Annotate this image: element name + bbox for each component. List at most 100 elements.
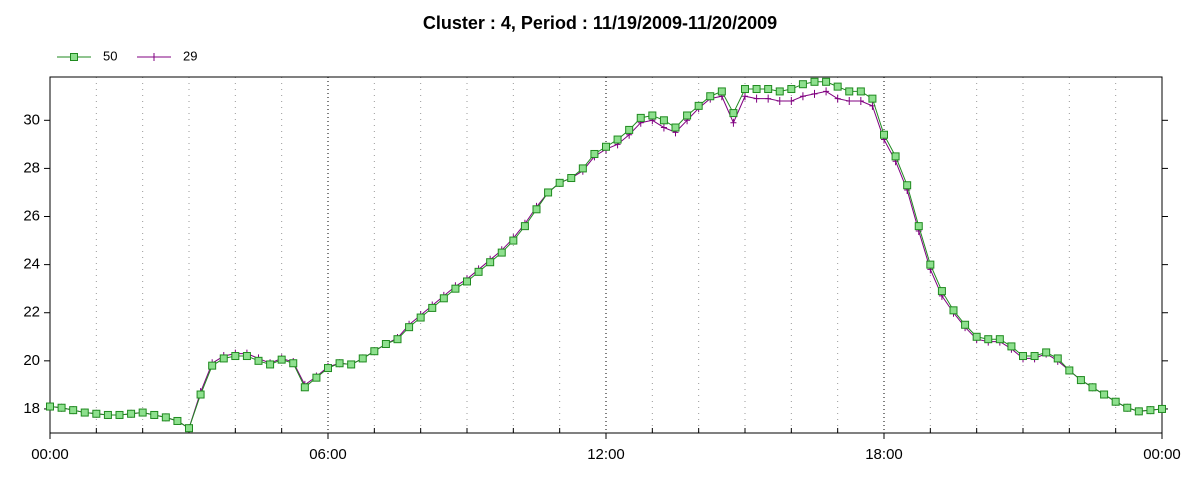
marker: [694, 101, 703, 110]
marker: [765, 94, 772, 103]
marker: [625, 125, 634, 134]
marker: [856, 87, 865, 96]
marker: [1111, 397, 1120, 406]
marker: [683, 111, 692, 120]
marker: [451, 284, 460, 293]
marker: [602, 142, 610, 151]
marker: [660, 123, 667, 132]
marker: [1088, 383, 1097, 392]
marker: [335, 359, 344, 368]
marker: [103, 410, 112, 419]
marker: [787, 85, 796, 94]
marker: [671, 123, 680, 132]
x-tick-label: 12:00: [587, 446, 625, 463]
marker: [659, 116, 668, 125]
marker: [730, 118, 737, 127]
marker: [474, 267, 483, 276]
marker: [1019, 352, 1027, 361]
marker: [926, 260, 935, 269]
marker: [358, 354, 367, 363]
marker: [752, 85, 761, 94]
marker: [208, 361, 217, 370]
series: [46, 77, 1166, 433]
marker: [497, 248, 506, 257]
marker: [567, 174, 576, 183]
y-tick-label: 30: [23, 111, 40, 128]
chart-title: Cluster : 4, Period : 11/19/2009-11/20/2…: [423, 13, 777, 33]
marker: [324, 364, 332, 373]
marker: [1158, 404, 1166, 413]
y-tick-label: 24: [23, 256, 40, 273]
marker: [80, 408, 89, 417]
marker: [1030, 352, 1039, 361]
marker: [741, 85, 749, 94]
marker: [370, 347, 379, 356]
marker: [1065, 366, 1074, 375]
marker: [532, 205, 541, 214]
marker: [753, 94, 760, 103]
plot-frame: [49, 76, 1163, 434]
marker: [1042, 348, 1051, 357]
marker: [845, 87, 854, 96]
marker: [995, 335, 1004, 344]
marker: [636, 113, 645, 122]
marker: [266, 360, 275, 369]
marker: [544, 188, 553, 197]
marker: [92, 409, 101, 418]
marker: [520, 222, 529, 231]
marker: [937, 287, 946, 296]
marker: [706, 92, 715, 101]
y-tick-label: 22: [23, 304, 40, 321]
marker: [914, 222, 923, 231]
marker: [393, 335, 402, 344]
y-tick-label: 28: [23, 159, 40, 176]
marker: [823, 87, 830, 96]
marker: [428, 303, 437, 312]
marker: [833, 82, 842, 91]
marker: [834, 94, 841, 103]
marker: [764, 85, 773, 94]
marker: [416, 313, 425, 322]
marker: [857, 97, 864, 106]
x-tick-label: 00:00: [1143, 446, 1181, 463]
marker: [972, 332, 981, 341]
marker: [127, 409, 136, 418]
marker: [717, 87, 726, 96]
marker: [1134, 407, 1143, 416]
marker: [46, 402, 54, 411]
marker: [984, 335, 993, 344]
marker: [219, 354, 228, 363]
marker: [648, 111, 657, 120]
marker: [799, 92, 806, 101]
marker: [509, 236, 518, 245]
y-tick-label: 26: [23, 207, 40, 224]
marker: [868, 94, 877, 103]
marker: [613, 135, 622, 144]
marker: [231, 352, 240, 361]
marker: [381, 340, 390, 348]
marker: [811, 89, 818, 98]
marker: [185, 424, 193, 433]
x-tick-label: 18:00: [865, 446, 903, 463]
marker: [1053, 354, 1062, 363]
marker: [150, 410, 159, 419]
y-tick-label: 18: [23, 400, 40, 417]
marker: [742, 92, 748, 101]
marker: [439, 294, 448, 303]
marker: [405, 323, 414, 332]
marker: [69, 406, 78, 415]
marker: [961, 320, 970, 329]
marker: [1076, 376, 1085, 385]
marker: [590, 149, 599, 158]
marker: [347, 360, 356, 369]
marker: [161, 413, 170, 422]
marker: [775, 87, 784, 96]
marker: [300, 383, 309, 392]
legend-label: 29: [183, 48, 197, 63]
marker: [57, 403, 66, 412]
marker: [1007, 342, 1016, 351]
marker: [1146, 406, 1155, 415]
marker: [312, 373, 321, 382]
